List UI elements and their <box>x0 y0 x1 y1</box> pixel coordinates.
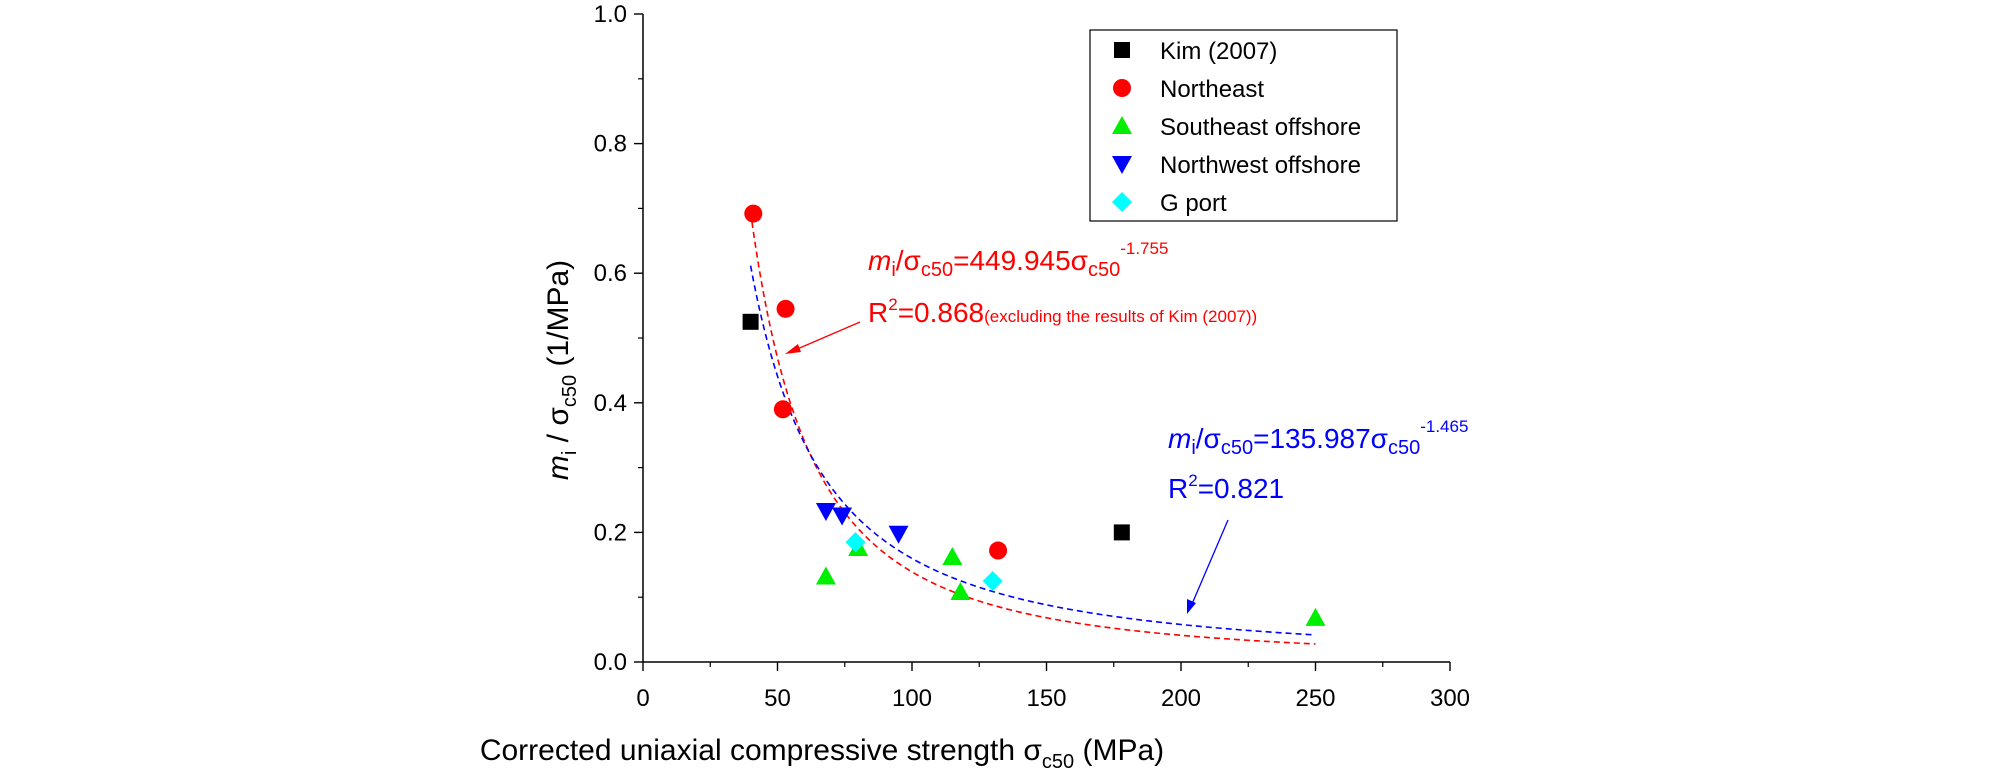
legend-marker-northwest-offshore <box>1112 156 1132 174</box>
point-southeast-offshore <box>815 566 836 585</box>
legend-marker-southeast-offshore <box>1112 116 1132 134</box>
x-tick-label: 100 <box>892 685 932 712</box>
data-points <box>742 204 1326 626</box>
x-axis-ticks: 0 50 100 150 200 250 300 <box>636 662 1470 712</box>
blue-fit-equation: mi/σc50=135.987σc50-1.465 <box>1168 417 1468 459</box>
red-fit-r-squared: R2=0.868(excluding the results of Kim (2… <box>868 295 1257 328</box>
fit-curves <box>749 211 1316 645</box>
x-tick-label: 50 <box>764 685 791 712</box>
point-kim-2007 <box>742 313 759 330</box>
blue-fit-r-squared: R2=0.821 <box>1168 471 1284 504</box>
point-northwest-offshore <box>832 507 853 526</box>
y-tick-label: 0.8 <box>594 131 627 158</box>
legend-marker-g-port <box>1112 192 1132 212</box>
x-tick-label: 300 <box>1430 685 1470 712</box>
y-tick-label: 1.0 <box>594 1 627 28</box>
point-northwest-offshore <box>888 525 909 544</box>
x-tick-label: 0 <box>636 685 649 712</box>
point-kim-2007 <box>1113 524 1130 541</box>
red-annotation-arrow <box>785 321 861 354</box>
legend-marker-kim-2007 <box>1114 42 1130 58</box>
legend: Kim (2007) Northeast Southeast offshore Nor… <box>1089 29 1398 222</box>
legend-label-northwest-offshore: Northwest offshore <box>1160 152 1361 179</box>
point-southeast-offshore <box>950 582 971 601</box>
x-tick-label: 250 <box>1295 685 1335 712</box>
y-tick-label: 0.0 <box>594 649 627 676</box>
point-southeast-offshore <box>1305 607 1326 626</box>
y-axis-title: mi / σc50 (1/MPa) <box>542 260 581 480</box>
point-northeast <box>989 541 1008 560</box>
point-g-port <box>982 571 1003 591</box>
point-g-port <box>845 532 866 553</box>
y-tick-label: 0.4 <box>594 390 627 417</box>
blue-annotation-arrow <box>1187 519 1229 614</box>
blue-fit-curve <box>749 265 1316 636</box>
red-fit-equation: mi/σc50=449.945σc50-1.755 <box>868 239 1168 281</box>
point-northeast <box>773 400 792 419</box>
x-axis-title: Corrected uniaxial compressive strength … <box>480 734 1164 770</box>
y-tick-label: 0.2 <box>594 519 627 546</box>
point-northwest-offshore <box>815 503 836 522</box>
legend-box <box>1089 29 1398 222</box>
legend-label-northeast: Northeast <box>1160 76 1264 103</box>
point-northeast <box>744 204 763 223</box>
legend-label-g-port: G port <box>1160 190 1227 217</box>
x-tick-label: 200 <box>1161 685 1201 712</box>
point-southeast-offshore <box>942 547 963 566</box>
legend-marker-northeast <box>1113 79 1131 97</box>
point-northeast <box>776 299 795 318</box>
y-tick-label: 0.6 <box>594 260 627 287</box>
red-fit-curve <box>749 211 1316 645</box>
legend-label-kim-2007: Kim (2007) <box>1160 38 1277 65</box>
legend-label-southeast-offshore: Southeast offshore <box>1160 114 1361 141</box>
x-tick-label: 150 <box>1026 685 1066 712</box>
y-axis-ticks: 0.0 0.2 0.4 0.6 0.8 1.0 <box>594 1 643 676</box>
